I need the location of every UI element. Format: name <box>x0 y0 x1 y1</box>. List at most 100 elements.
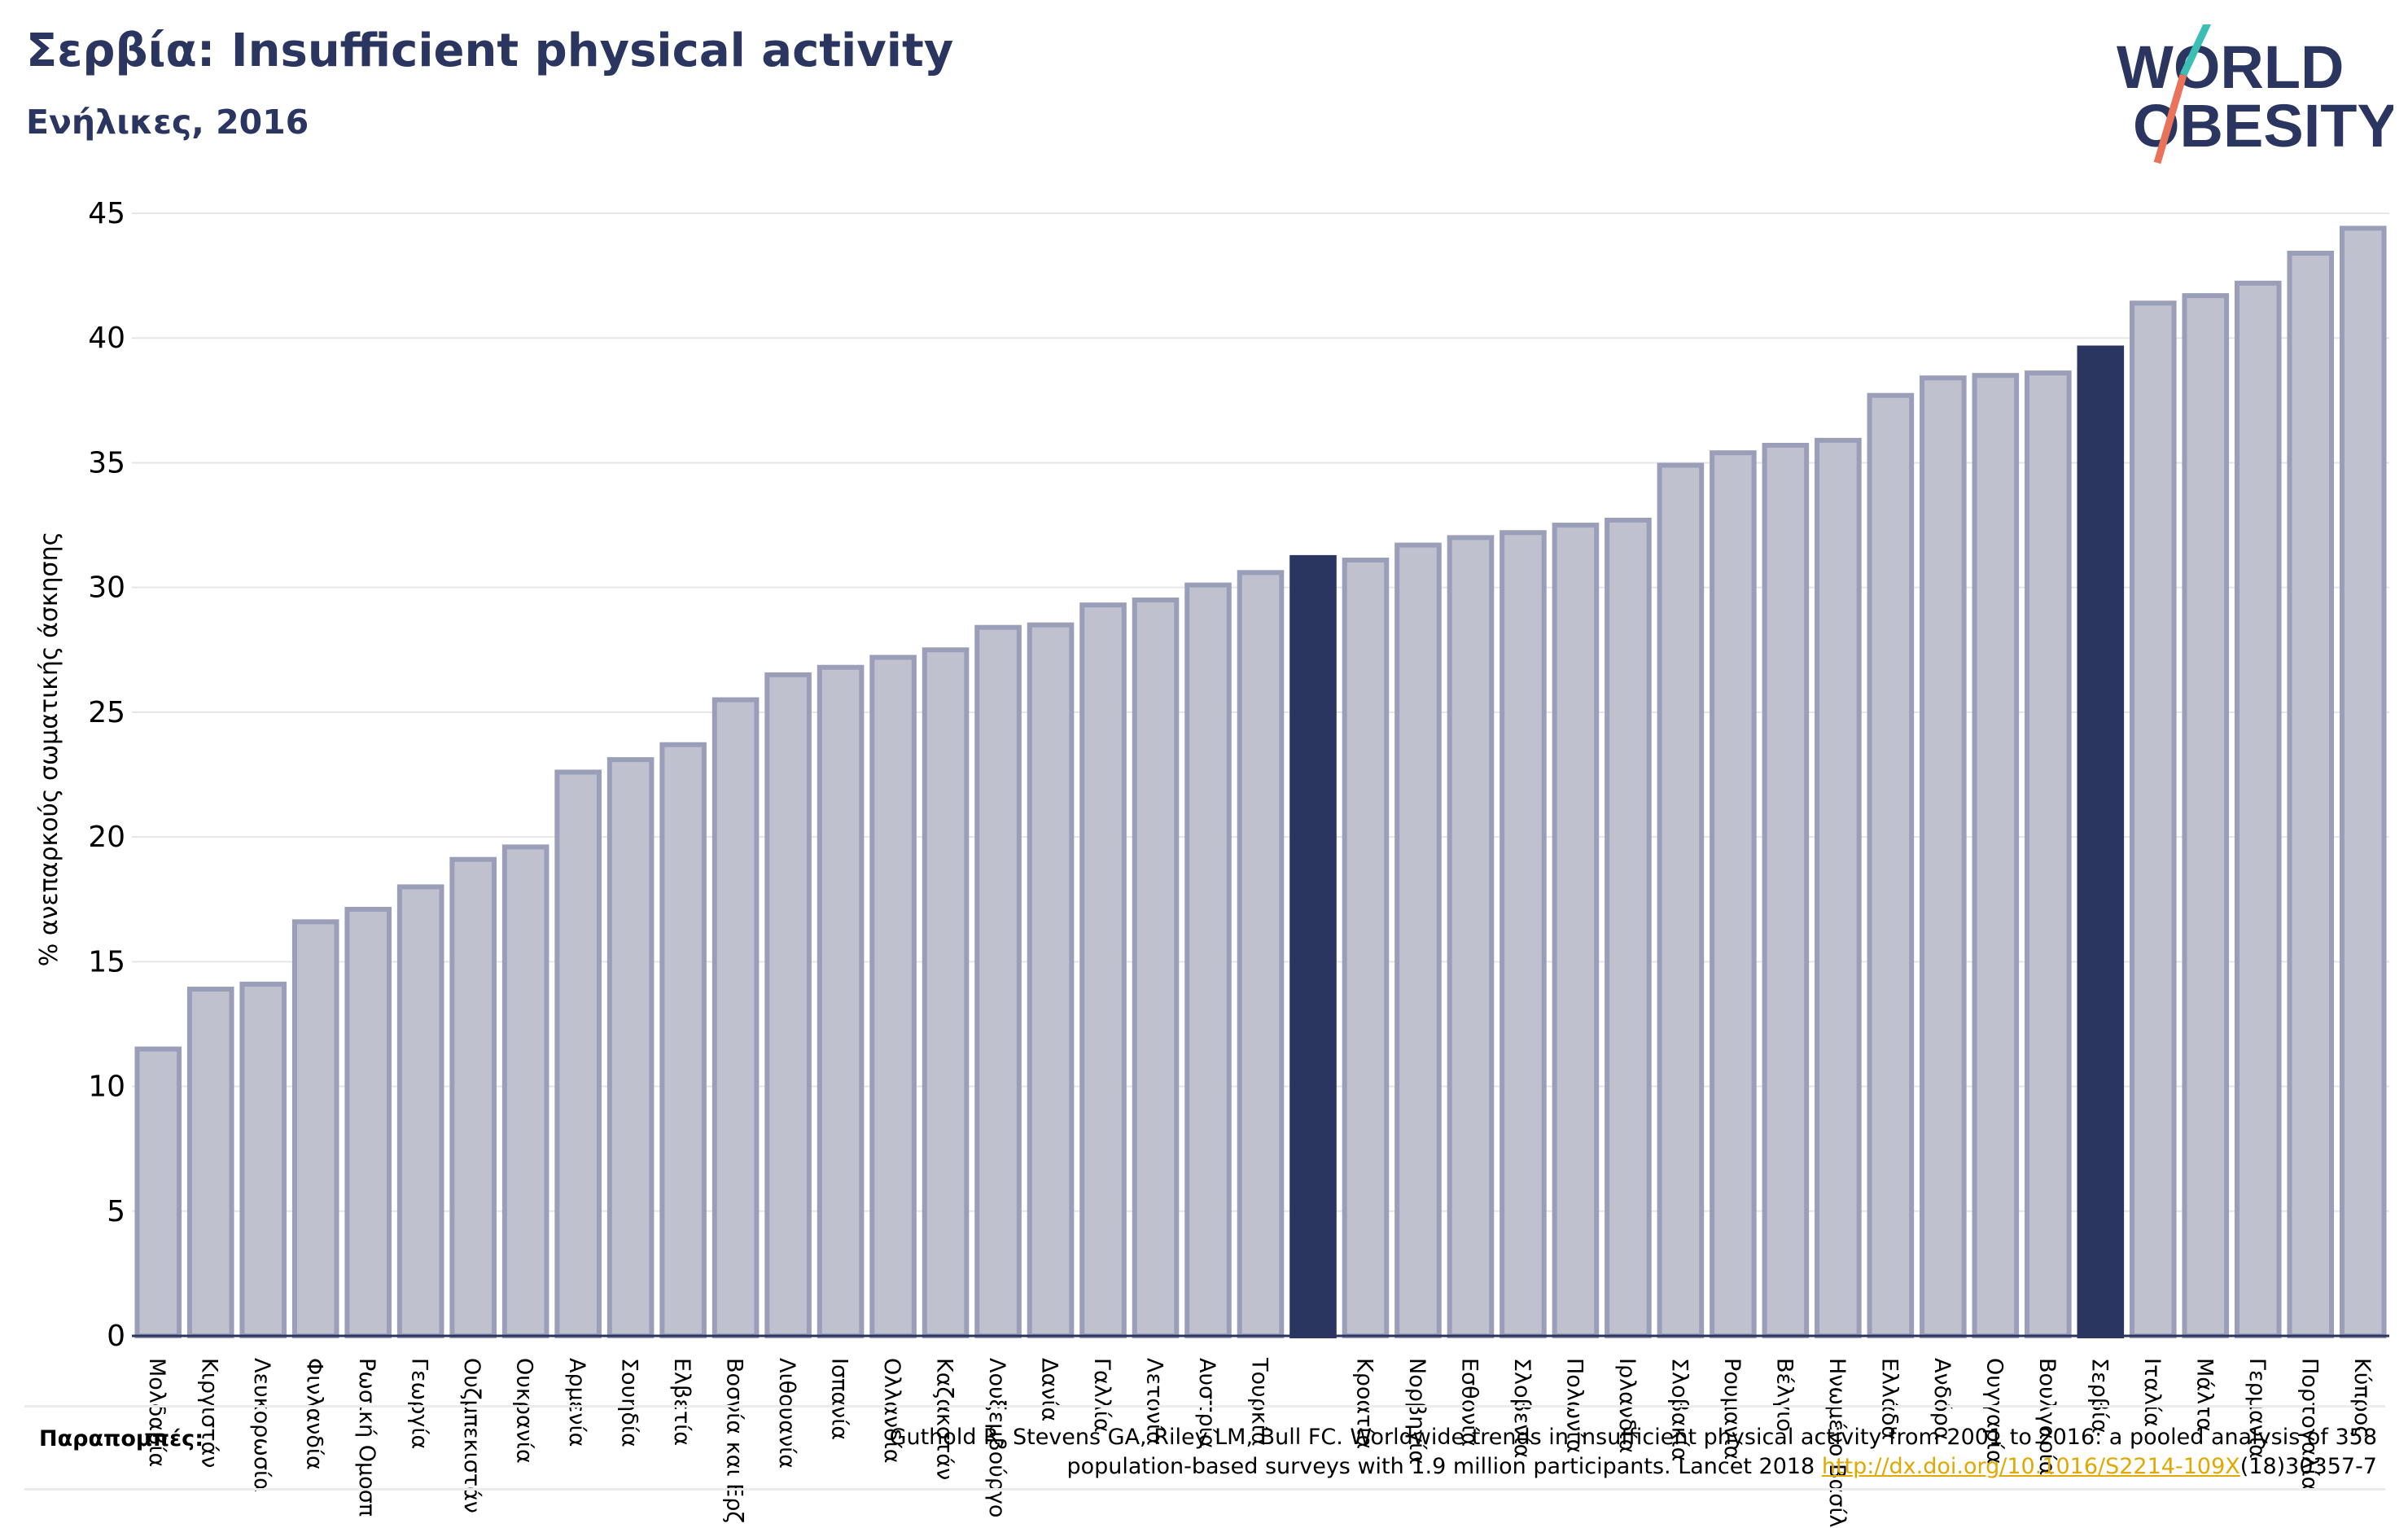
y-tick-label: 40 <box>88 322 125 355</box>
y-tick-label: 20 <box>88 821 125 854</box>
x-tick-label: Λιθουανία <box>774 1358 799 1469</box>
page-subtitle: Ενήλικες, 2016 <box>26 103 309 142</box>
y-tick-label: 15 <box>88 945 125 979</box>
bar <box>974 624 1022 1338</box>
x-tick-label: Ισπανία <box>827 1358 852 1440</box>
bar <box>1762 442 1810 1339</box>
x-tick-label: Ρουμανία <box>1719 1358 1745 1460</box>
bar <box>2234 280 2282 1338</box>
x-tick-label: Μολδαβία <box>144 1358 169 1467</box>
y-axis-label: % ανεπαρκούς σωματικής άσκησης <box>35 532 63 966</box>
references-doi-link[interactable]: http://dx.doi.org/10.1016/S2214-109X <box>1821 1454 2240 1479</box>
bar <box>1605 517 1652 1338</box>
x-tick-label: Ολλανδία <box>879 1358 904 1464</box>
bar <box>186 987 234 1338</box>
bar-highlighted <box>2077 345 2125 1339</box>
bar <box>1447 535 1495 1338</box>
bar <box>711 697 760 1338</box>
bar <box>869 655 917 1338</box>
x-tick-label: Σερβία <box>2086 1358 2112 1434</box>
x-tick-label: Αρμενία <box>564 1358 589 1447</box>
x-tick-label: Γεωργία <box>407 1358 432 1449</box>
bar <box>1132 597 1180 1338</box>
x-tick-label: Ανδόρα <box>1929 1358 1955 1441</box>
y-tick-label: 10 <box>88 1070 125 1104</box>
references-line1: Guthold R, Stevens GA, Riley LM, Bull FC… <box>889 1425 2377 1450</box>
y-tick-labels: 0 5 10 15 20 25 30 35 40 45 <box>88 197 125 1353</box>
x-tick-label: Μάλτα <box>2191 1358 2217 1432</box>
bar <box>2339 225 2387 1338</box>
x-tick-label: Ελλάδα <box>1876 1358 1902 1440</box>
bar <box>1342 557 1390 1338</box>
bars <box>134 225 2387 1339</box>
bar <box>606 757 655 1338</box>
bar <box>1815 437 1862 1338</box>
references-line2-end: (18)30357-7 <box>2239 1454 2377 1479</box>
bar <box>554 769 602 1338</box>
x-tick-label: Ιταλία <box>2139 1358 2165 1427</box>
x-tick-label: Κιργιστάν <box>197 1358 222 1468</box>
x-tick-label: Καζακστάν <box>932 1358 957 1480</box>
references-label: Παραπομπές: <box>39 1426 204 1451</box>
bar <box>344 906 392 1338</box>
x-tick-label: Φινλανδία <box>302 1358 327 1470</box>
x-tick-label: Ηνωμένο Βασίλ <box>1824 1358 1850 1528</box>
bar <box>501 844 549 1338</box>
bar <box>449 856 497 1339</box>
bar <box>817 664 865 1338</box>
y-tick-label: 35 <box>88 446 125 479</box>
x-tick-label: Ουκρανία <box>512 1358 537 1464</box>
references-divider-top <box>24 1405 2385 1408</box>
logo-line1: WORLD <box>2117 33 2345 101</box>
bar <box>1079 602 1127 1338</box>
x-tick-label: Γαλλία <box>1089 1358 1114 1433</box>
x-tick-label: Σουηδία <box>617 1358 642 1447</box>
bar <box>1710 450 1757 1338</box>
x-tick-label: Γερμανία <box>2244 1358 2270 1459</box>
bar <box>239 981 287 1338</box>
bar <box>922 647 970 1338</box>
bar <box>1027 622 1075 1338</box>
bar <box>1552 523 1600 1338</box>
x-tick-label: Κύπρος <box>2349 1358 2375 1438</box>
x-tick-label: Βοσνία και Ερζ <box>722 1358 747 1523</box>
x-tick-label: Εσθονία <box>1456 1358 1482 1447</box>
x-tick-label: Βέλγιο <box>1771 1358 1797 1432</box>
x-tick-label: Ουζμπεκιστάν <box>459 1358 484 1513</box>
references-divider-bottom <box>24 1488 2385 1491</box>
x-tick-label: Σλοβενία <box>1509 1358 1535 1458</box>
y-tick-label: 45 <box>88 197 125 230</box>
x-tick-label: Ελβετία <box>669 1358 694 1446</box>
x-tick-label: Λουξεμβούργο <box>984 1358 1009 1517</box>
bar <box>396 884 444 1338</box>
references-line2: population-based surveys with 1.9 millio… <box>668 1452 2377 1482</box>
bar <box>2130 300 2177 1339</box>
bar <box>1394 542 1442 1338</box>
bar <box>1184 582 1232 1338</box>
bar <box>1867 392 1915 1338</box>
bar <box>2287 251 2335 1338</box>
x-tick-label: Ουγγαρία <box>1981 1358 2007 1465</box>
world-obesity-logo: WORLD OBESITY <box>2117 24 2393 164</box>
bar <box>659 742 707 1338</box>
bar <box>2025 370 2072 1339</box>
references-text: Guthold R, Stevens GA, Riley LM, Bull FC… <box>668 1423 2377 1482</box>
y-tick-label: 25 <box>88 696 125 729</box>
bar <box>291 919 339 1339</box>
x-tick-label: Λευκορωσία <box>249 1358 274 1492</box>
bar <box>2182 293 2230 1338</box>
logo-slash-bottom <box>2153 73 2187 164</box>
y-tick-label: 30 <box>88 571 125 605</box>
bar <box>1920 375 1967 1339</box>
y-tick-label: 0 <box>107 1320 125 1353</box>
x-tick-label: Αυστρία <box>1194 1358 1219 1449</box>
x-tick-label: Λετονία <box>1142 1358 1167 1446</box>
bar <box>1500 530 1547 1338</box>
page-title: Σερβία: Insufficient physical activity <box>26 24 954 77</box>
bar <box>764 672 812 1338</box>
x-tick-label: Ρωσική Ομοσπ <box>354 1358 379 1517</box>
bar <box>1657 462 1705 1338</box>
bar <box>134 1046 182 1338</box>
y-tick-label: 5 <box>107 1195 125 1228</box>
